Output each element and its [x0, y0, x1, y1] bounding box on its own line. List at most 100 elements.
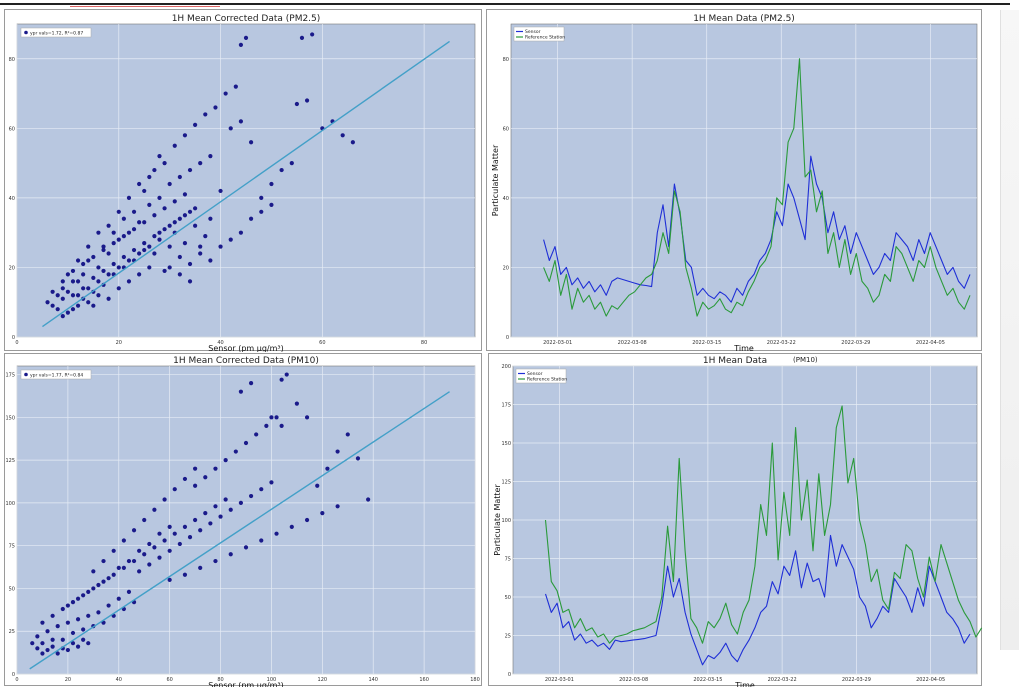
x-tick-label: 180 — [470, 677, 480, 683]
scatter-point — [248, 381, 254, 386]
legend-label: Reference Station — [525, 35, 565, 41]
series-line-sensor — [544, 534, 971, 666]
chart-title: 1H Mean Corrected Data (PM2.5) — [172, 14, 321, 24]
scatter-point — [187, 279, 193, 284]
scatter-point — [91, 303, 96, 308]
scatter-point — [259, 538, 264, 543]
x-tick-label: 100 — [267, 677, 277, 683]
chart-title: 1H Mean Data (PM2.5) — [693, 14, 795, 24]
chart-title-suffix: (PM10) — [793, 356, 818, 364]
scatter-point — [167, 223, 172, 228]
scatter-point — [70, 630, 76, 636]
scatter-point — [208, 216, 213, 221]
scatter-point — [121, 234, 126, 239]
scatter-point — [131, 227, 137, 232]
x-tick-label: 140 — [368, 677, 378, 683]
y-tick-label: 60 — [9, 126, 15, 132]
scatter-point — [218, 188, 223, 194]
scatter-point — [75, 258, 81, 263]
fit-line — [42, 40, 450, 328]
scatter-point — [147, 265, 152, 270]
scatter-point — [65, 647, 70, 653]
scatter-point — [116, 265, 121, 270]
scatter-point — [60, 606, 65, 612]
scatter-point — [121, 538, 126, 543]
scatter-point — [259, 487, 264, 492]
scatter-point — [233, 449, 238, 454]
scatter-point — [106, 272, 111, 277]
plot-area — [16, 365, 476, 675]
scatter-point — [121, 254, 126, 260]
scatter-point — [162, 227, 167, 232]
scatter-point — [142, 247, 147, 253]
y-tick-label: 0 — [508, 672, 511, 678]
scatter-point — [70, 600, 76, 605]
scatter-point — [228, 126, 233, 131]
scatter-point — [131, 558, 137, 564]
fit-line — [29, 391, 450, 670]
scatter-point — [121, 565, 126, 571]
x-tick-label: 60 — [166, 677, 172, 683]
scatter-point — [279, 167, 284, 173]
scatter-point — [243, 440, 249, 446]
x-tick-label: 2022-03-01 — [543, 340, 572, 346]
scatter-point — [55, 293, 60, 298]
scatter-point — [182, 192, 188, 197]
scatter-pm10-panel: 1H Mean Corrected Data (PM10) 0 25 50 75 100 1… — [4, 353, 482, 687]
y-tick-label: 100 — [5, 501, 15, 507]
scatter-point — [269, 202, 274, 207]
scatter-point — [106, 296, 111, 301]
scatter-point — [274, 415, 279, 420]
scatter-point — [50, 289, 55, 294]
scatter-point — [75, 279, 81, 284]
x-axis-label: Time — [733, 344, 754, 352]
scatter-point — [131, 247, 137, 253]
scatter-point — [126, 258, 132, 263]
scatter-point — [208, 521, 213, 526]
scatter-point — [131, 209, 137, 214]
scatter-point — [193, 466, 198, 471]
scatter-point — [86, 300, 91, 305]
x-tick-label: 80 — [217, 677, 223, 683]
scatter-point — [167, 181, 172, 187]
y-axis-label: Particulate Matter — [493, 484, 502, 556]
chart-svg-3: 1H Mean Data (PM10) 0 25 50 75 100 125 150 175 200… — [493, 356, 983, 687]
scatter-point — [203, 112, 208, 117]
legend-box — [515, 368, 567, 384]
x-axis-label: Sensor (pm μg/m³) — [208, 681, 283, 687]
scatter-point — [147, 244, 152, 249]
scatter-point — [81, 261, 86, 267]
chart-svg-1: 1H Mean Data (PM2.5) 0 20 40 60 80 2022-03-01 2… — [491, 14, 978, 352]
legend-label: Reference Station — [527, 377, 567, 383]
y-tick-label: 0 — [12, 672, 15, 678]
scatter-point — [284, 372, 289, 377]
scatter-point — [152, 234, 157, 239]
scatter-point — [106, 251, 111, 256]
scatter-point — [259, 195, 264, 200]
scatter-point — [198, 565, 203, 571]
scatter-point — [75, 644, 81, 649]
scatter-point — [320, 511, 325, 516]
scatter-point — [177, 272, 182, 277]
chart-title: 1H Mean Corrected Data (PM10) — [173, 356, 319, 366]
scatter-point — [223, 458, 228, 463]
scatter-point — [96, 582, 101, 588]
scatter-point — [137, 181, 142, 187]
scatter-point — [172, 199, 177, 204]
scatter-point — [223, 497, 228, 502]
x-tick-label: 2022-04-05 — [916, 677, 945, 683]
scatter-point — [310, 32, 315, 37]
series-line-reference — [544, 405, 983, 644]
scatter-point — [106, 223, 111, 228]
y-tick-label: 0 — [506, 335, 509, 341]
scatter-point — [172, 531, 177, 536]
scatter-point — [116, 209, 121, 214]
scatter-point — [40, 641, 45, 646]
scatter-point — [50, 303, 55, 308]
scatter-point — [126, 558, 132, 564]
scatter-point — [126, 195, 132, 200]
right-edge-scrollbar[interactable] — [1000, 10, 1019, 650]
scatter-point — [50, 637, 55, 642]
scatter-point — [335, 449, 340, 454]
scatter-point — [238, 42, 244, 47]
